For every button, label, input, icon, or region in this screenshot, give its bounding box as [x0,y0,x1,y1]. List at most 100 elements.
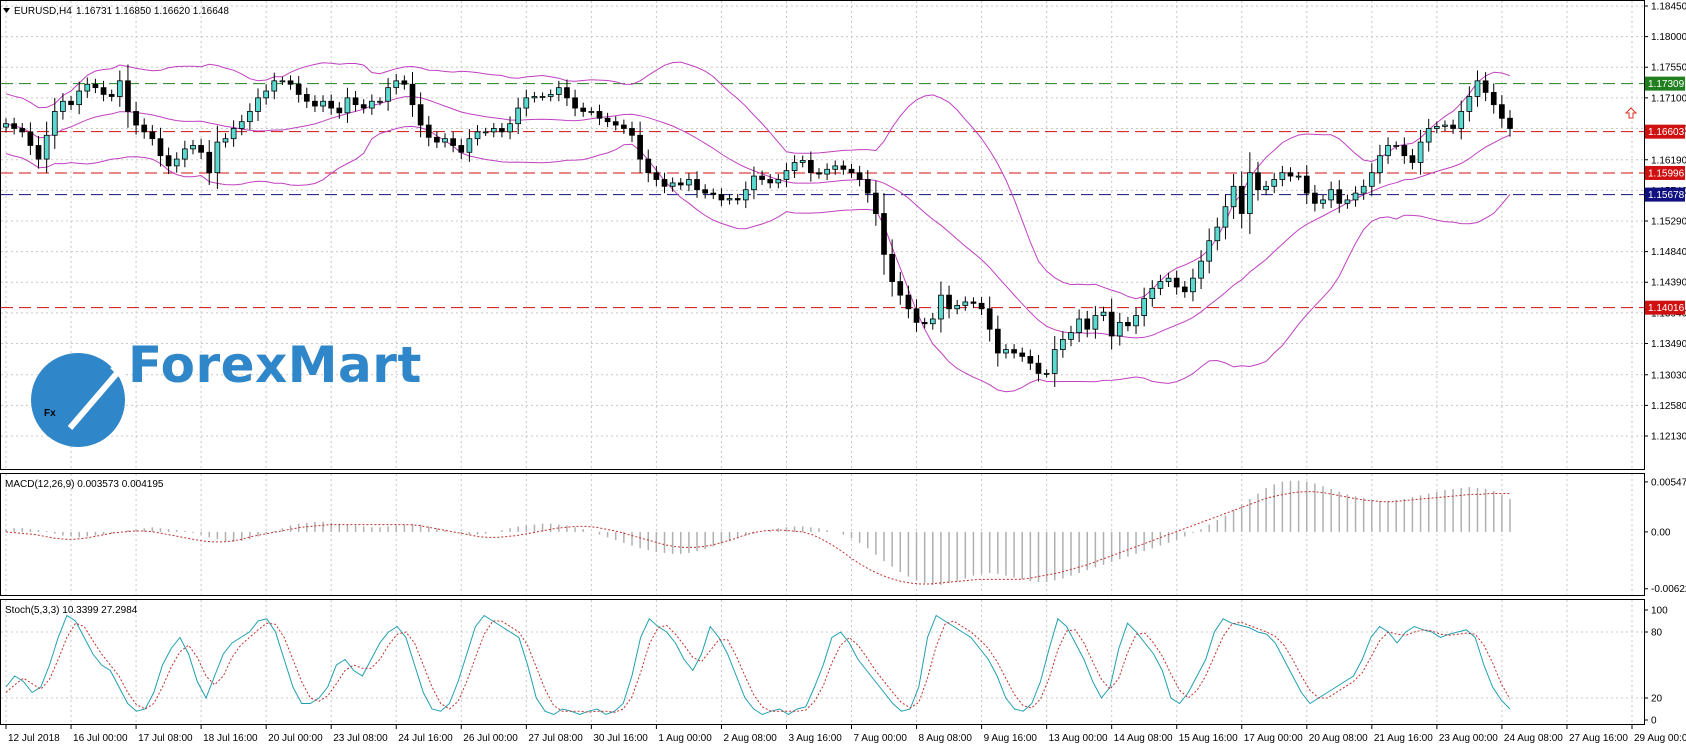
stoch-main-line [5,614,1511,716]
candle-body-bull [1149,287,1156,299]
candle-body-bull [1385,145,1391,157]
candle-body-bear [1011,349,1017,354]
time-tick-label: 21 Aug 16:00 [1374,733,1433,744]
candle [263,84,269,105]
candle [1344,194,1351,209]
macd-panel[interactable]: 0.005476 0.00 -0.006224 MACD(12,26,9) 0.00… [0,473,1686,596]
candle [856,165,863,187]
candle [1133,307,1139,334]
candle-body-bull [824,168,830,175]
logo-arrow-icon [67,370,121,430]
candle-body-bear [645,158,652,174]
candle-body-bear [100,87,107,95]
candle [377,97,383,106]
candle-body-bear [921,321,928,325]
candle-body-bear [1303,175,1310,194]
candle [425,116,432,147]
stoch-panel[interactable]: 100 80 20 0 Stoch(5,3,3) 10.3399 27.2984 [0,599,1669,727]
candle-body-bull [116,80,123,97]
candle-body-bull [279,80,286,83]
candle [320,95,326,113]
candle [1238,171,1245,229]
candle-body-bear [612,121,619,126]
time-tick-label: 13 Aug 00:00 [1049,733,1108,744]
candle-body-bull [482,131,489,134]
candle [564,79,570,107]
candle-body-bear [1450,124,1456,129]
candle-body-bull [247,111,253,123]
candle [1198,250,1204,290]
candle-body-bear [1499,104,1505,119]
candle-body-bull [1320,199,1326,204]
candle [352,91,359,112]
candle [1409,148,1416,170]
candle-body-bear [1336,189,1343,204]
candle-body-bull [726,198,733,201]
candle-body-bull [1198,260,1204,279]
time-tick-label: 26 Jul 00:00 [463,733,518,744]
candle [303,87,310,109]
candle [775,174,782,189]
candle-body-bull [43,134,50,160]
candle [458,138,465,160]
candle [653,165,660,187]
price-tick-label: 1.12580 [1651,401,1686,412]
candle [661,172,668,194]
candle-body-bull [344,97,351,114]
candle-body-bull [929,318,936,325]
candle-body-bull [555,87,562,95]
candle [133,101,139,135]
candle-body-bull [1442,124,1448,127]
candle-body-bear [864,179,871,194]
candle [531,91,538,103]
candle [1011,344,1017,359]
candle-body-bull [686,179,692,186]
candle [68,95,74,111]
candle [60,93,66,120]
candle-body-bear [336,107,343,114]
price-tick-label: 1.18450 [1651,2,1686,13]
candle [1214,217,1221,251]
candle [962,296,969,311]
menu-triangle-icon[interactable] [3,8,10,13]
candle-body-bear [35,145,42,160]
price-tick-label: 1.16190 [1651,155,1686,166]
bollinger-bands [5,61,1511,393]
candle [799,155,806,168]
candle-body-bear [970,301,977,304]
candle-body-bull [531,96,538,99]
candle [1385,137,1391,164]
candle [1507,110,1513,137]
candle-body-bull [173,158,180,167]
candle-body-bear [352,97,359,106]
candle [1230,174,1237,219]
time-tick-label: 30 Jul 16:00 [593,733,648,744]
candle-body-bear [718,194,725,201]
candle [588,107,595,116]
candle-body-bear [564,87,570,99]
macd-panel-frame [0,473,1645,596]
price-panel[interactable]: 1.184501.180001.175501.171001.166501.161… [0,0,1686,470]
candle [1206,228,1213,274]
candle-body-bear [295,83,302,95]
candle [116,70,123,107]
candle-body-bull [515,107,522,125]
time-tick-label: 27 Jul 08:00 [528,733,583,744]
candle [1377,144,1383,184]
candle-body-bull [1344,199,1351,204]
stoch-grid [1,600,1644,724]
candle-body-bear [702,189,708,194]
level-label: 1.17309 [1648,79,1685,90]
candle-body-bear [946,294,952,310]
candle [1060,331,1066,358]
candle-body-bull [1425,128,1432,143]
time-tick-label: 12 Jul 2018 [8,733,60,744]
stoch-tick-label: 20 [1651,694,1663,705]
candle-body-bear [401,80,408,85]
candle-body-bull [1360,185,1367,194]
candle [791,155,798,178]
candle-body-bull [1474,80,1481,97]
candle [149,125,156,146]
candle [921,317,928,329]
